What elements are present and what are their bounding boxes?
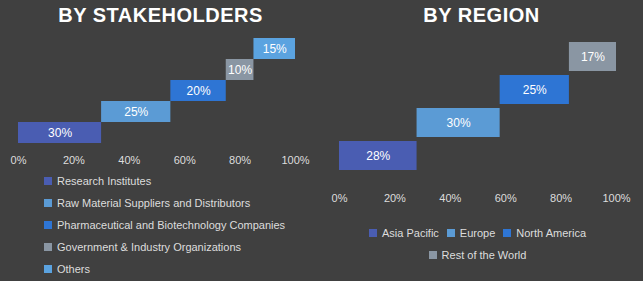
svg-text:30%: 30% [447, 116, 471, 130]
html-text:BY STAKEHOLDERS: BY STAKEHOLDERS [58, 4, 263, 26]
svg-text:17%: 17% [581, 50, 605, 64]
html-text:Government & Industry Organiza: Government & Industry Organizations [57, 241, 241, 253]
svg-text:20%: 20% [187, 84, 211, 98]
svg-text:0%: 0% [332, 192, 348, 204]
html-text:Research Institutes: Research Institutes [57, 175, 152, 187]
html-text:Europe: Europe [459, 227, 496, 239]
html-text:Rest of the World: Rest of the World [441, 249, 527, 261]
svg-text:25%: 25% [124, 105, 148, 119]
svg-text:100%: 100% [602, 192, 630, 204]
html-text:Raw Material Suppliers and Dis: Raw Material Suppliers and Distributors [57, 197, 251, 209]
svg-text:25%: 25% [523, 83, 547, 97]
svg-text:60%: 60% [495, 192, 517, 204]
html-text:North America: North America [516, 227, 586, 239]
svg-text:40%: 40% [439, 192, 461, 204]
svg-text:80%: 80% [229, 154, 251, 166]
svg-text:40%: 40% [118, 154, 140, 166]
svg-text:80%: 80% [550, 192, 572, 204]
html-text:BY REGION: BY REGION [423, 4, 540, 26]
html-text:Pharmaceutical and Biotechnolo: Pharmaceutical and Biotechnology Compani… [57, 219, 286, 231]
svg-text:100%: 100% [281, 154, 309, 166]
svg-text:20%: 20% [384, 192, 406, 204]
svg-text:0%: 0% [11, 154, 27, 166]
html-text:Others: Others [57, 263, 90, 275]
svg-text:60%: 60% [174, 154, 196, 166]
svg-text:28%: 28% [366, 149, 390, 163]
svg-text:10%: 10% [228, 63, 252, 77]
svg-text:30%: 30% [48, 126, 72, 140]
svg-text:15%: 15% [263, 42, 287, 56]
svg-text:20%: 20% [63, 154, 85, 166]
html-text:Asia Pacific: Asia Pacific [382, 227, 439, 239]
